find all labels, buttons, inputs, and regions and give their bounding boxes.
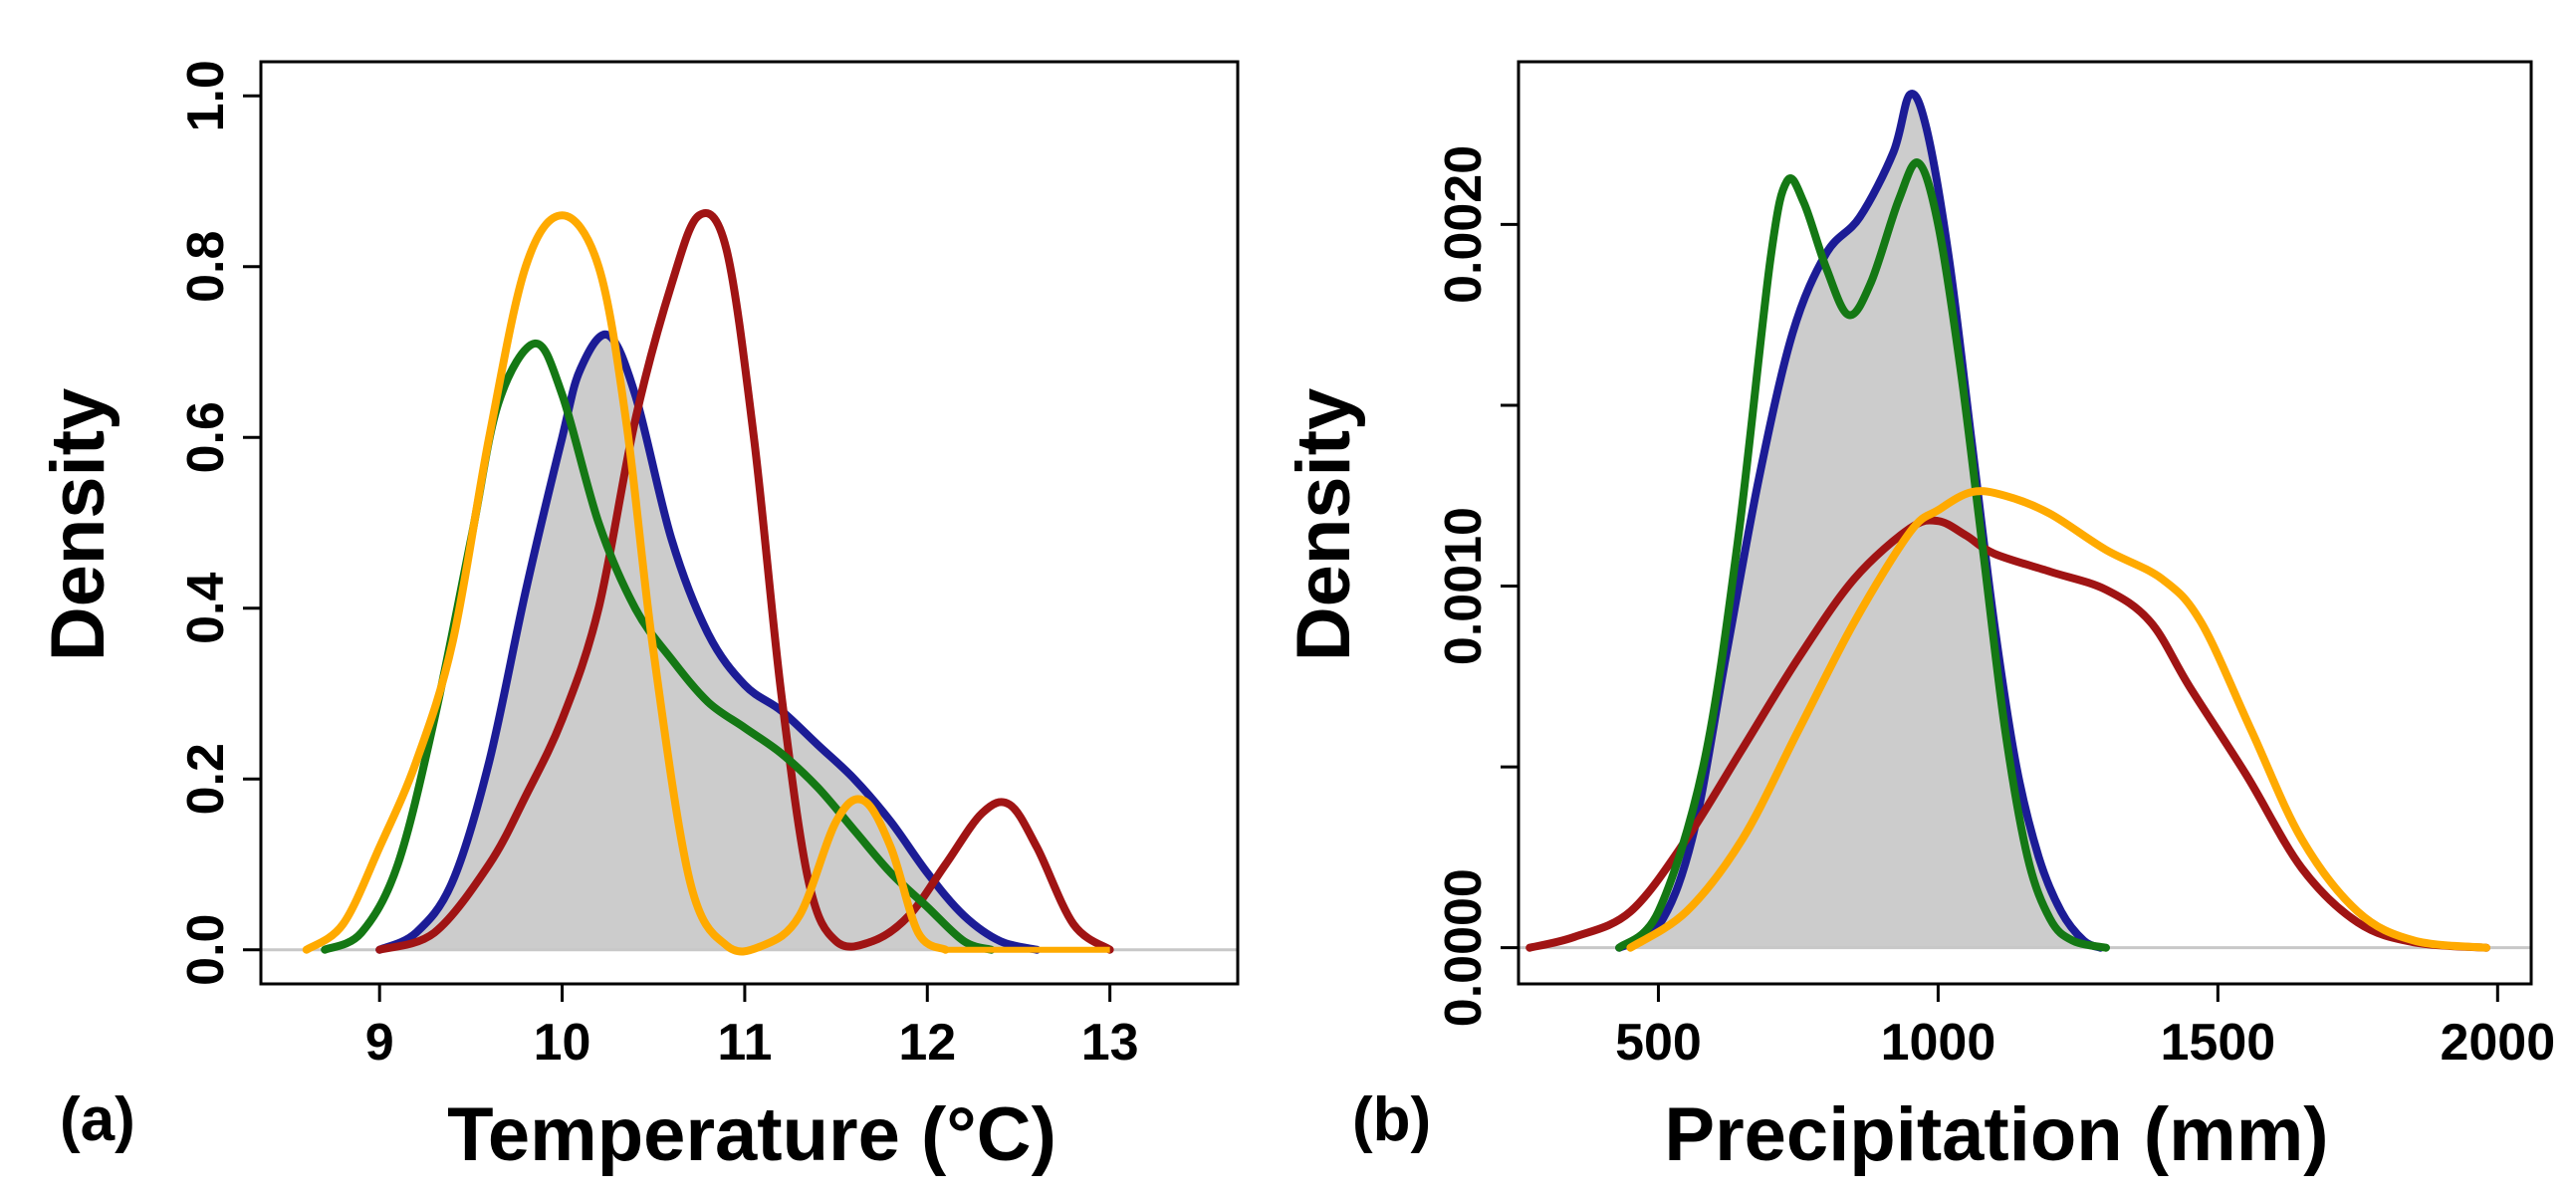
panel-a-plot-frame — [259, 60, 1240, 986]
panel-b-label: (b) — [1352, 1085, 1431, 1154]
panel-a-x-tick-label-11: 11 — [717, 1014, 772, 1072]
panel-b-curves-layer — [1525, 90, 2490, 952]
panel-b-fill-layer — [1619, 94, 2101, 948]
panel-a-y-tick-label-0: 0.0 — [177, 914, 235, 986]
panel-b-x-tick-label-500: 500 — [1615, 1014, 1702, 1072]
panel-b-blue-density-fill — [1619, 94, 2101, 948]
panel-a-x-tick-label-12: 12 — [898, 1014, 956, 1072]
panel-a-y-tick-label-5: 1.0 — [177, 60, 235, 131]
panel-a-label: (a) — [60, 1085, 135, 1154]
panel-b-x-tick-label-1000: 1000 — [1881, 1014, 1996, 1072]
panel-b-dark-red-density-curve — [1525, 516, 2490, 952]
panel-b-x-tick-label-1500: 1500 — [2161, 1014, 2276, 1072]
panel-a-y-tick-label-1: 0.2 — [177, 743, 235, 815]
panel-b-orange-density-curve — [1626, 487, 2490, 952]
panel-b-x-tick-label-2000: 2000 — [2440, 1014, 2555, 1072]
panel-b-plot-frame — [1517, 60, 2533, 986]
panel-a-blue-density-curve — [375, 330, 1042, 954]
panel-b-y-tick-label-4: 0.0020 — [1435, 145, 1493, 304]
panel-a-y-axis-title: Density — [36, 388, 120, 662]
panel-a-y-tick-label-4: 0.8 — [177, 231, 235, 303]
panel-a-curves-layer — [302, 209, 1114, 956]
panel-b-precipitation: 500 1000 1500 2000 0.0000 0.0010 0.0020 Precip… — [1282, 60, 2555, 1177]
panel-a-axes-layer: 9 10 11 12 13 0.0 0.2 0.4 0.6 0.8 1.0 — [177, 60, 1139, 1072]
panel-a-x-tick-label-9: 9 — [365, 1014, 394, 1072]
panel-b-y-axis-title: Density — [1282, 388, 1366, 662]
panel-a-temperature: 9 10 11 12 13 0.0 0.2 0.4 0.6 0.8 1.0 Temperature … — [36, 60, 1240, 1177]
panel-a-y-tick-label-2: 0.4 — [177, 573, 235, 644]
panel-a-dark-red-density-curve — [375, 209, 1114, 954]
panel-b-green-density-curve — [1615, 158, 2110, 952]
panel-b-x-axis-title: Precipitation (mm) — [1664, 1092, 2328, 1177]
panel-b-y-tick-label-2: 0.0010 — [1435, 507, 1493, 665]
panel-b-y-tick-label-0: 0.0000 — [1435, 868, 1493, 1027]
panel-a-x-tick-label-13: 13 — [1081, 1014, 1139, 1072]
panel-a-y-tick-label-3: 0.6 — [177, 401, 235, 473]
panel-a-x-axis-title: Temperature (°C) — [447, 1092, 1056, 1177]
panel-a-orange-density-curve — [302, 211, 950, 956]
panel-a-x-tick-label-10: 10 — [534, 1014, 591, 1072]
panel-b-axes-layer: 500 1000 1500 2000 0.0000 0.0010 0.0020 — [1435, 145, 2555, 1072]
